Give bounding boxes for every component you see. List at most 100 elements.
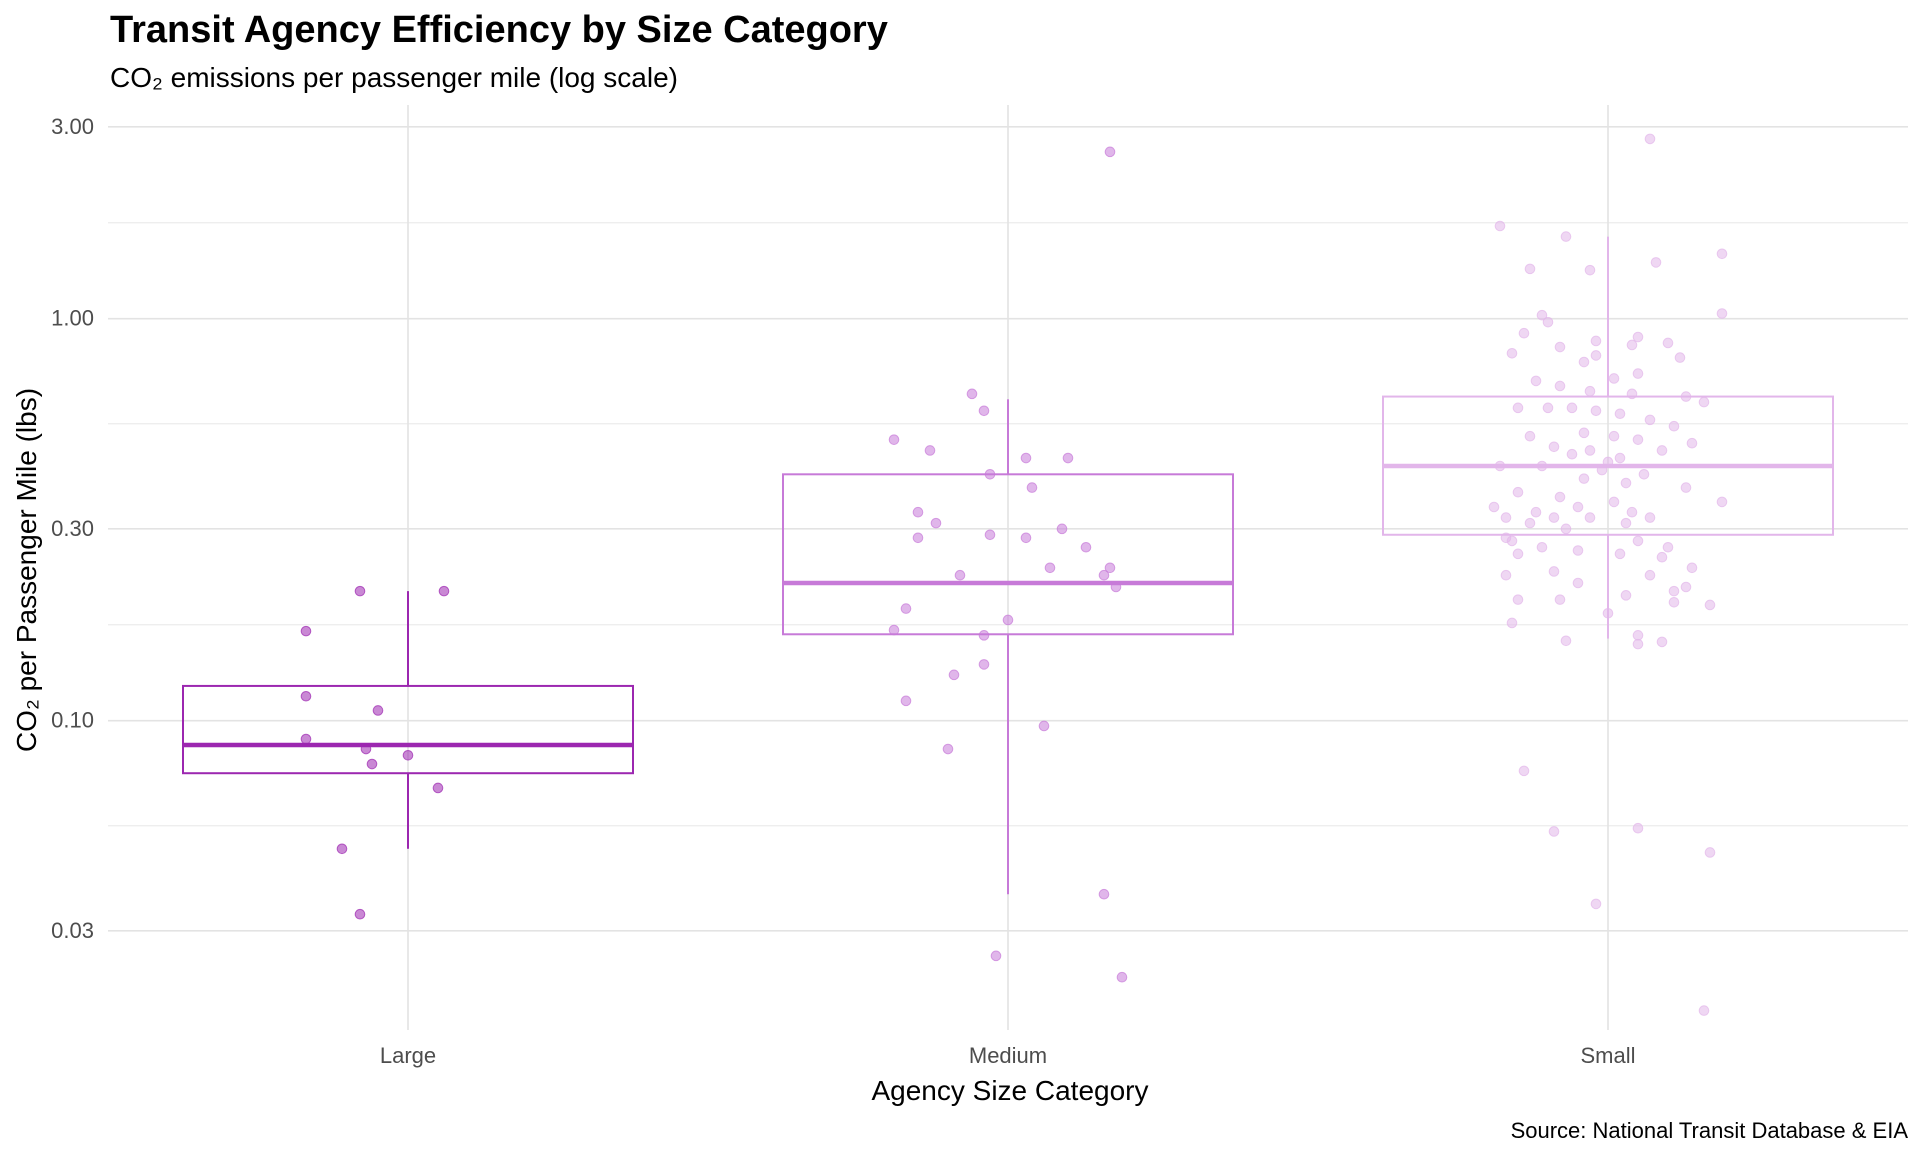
data-point: [900, 603, 912, 614]
data-point: [1098, 569, 1110, 581]
data-point: [1650, 257, 1662, 268]
data-point: [1098, 888, 1110, 900]
data-point: [1638, 469, 1650, 480]
data-point: [1500, 569, 1512, 581]
chart-caption: Source: National Transit Database & EIA: [1511, 1118, 1909, 1143]
data-point: [1704, 847, 1716, 858]
data-point: [1554, 491, 1566, 503]
data-point: [1512, 594, 1524, 605]
data-point: [1716, 248, 1728, 260]
data-point: [1554, 594, 1566, 605]
data-point: [1536, 309, 1548, 321]
data-point: [1608, 496, 1620, 508]
data-point: [1716, 308, 1728, 319]
data-point: [1578, 427, 1590, 439]
data-point: [1020, 532, 1032, 544]
data-point: [1506, 617, 1518, 629]
data-point: [1632, 535, 1644, 547]
data-point: [1548, 826, 1560, 837]
data-point: [1560, 231, 1572, 242]
data-point: [1578, 356, 1590, 368]
data-point: [924, 445, 936, 456]
data-point: [1494, 220, 1506, 232]
data-point: [1056, 523, 1068, 535]
box-iqr: [182, 684, 634, 775]
data-point: [978, 659, 990, 670]
data-point: [1548, 441, 1560, 453]
data-point: [1110, 581, 1122, 593]
data-point: [1554, 341, 1566, 353]
data-point: [984, 469, 996, 480]
data-point: [1614, 452, 1626, 464]
data-point: [300, 690, 312, 702]
data-point: [954, 569, 966, 581]
data-point: [1698, 1005, 1710, 1016]
data-point: [1602, 456, 1614, 468]
y-tick-label: 3.00: [51, 114, 94, 139]
data-point: [1614, 548, 1626, 560]
data-point: [1668, 596, 1680, 608]
data-point: [1584, 512, 1596, 523]
data-point: [1668, 585, 1680, 597]
data-point: [1602, 607, 1614, 619]
data-point: [1698, 396, 1710, 408]
data-point: [1020, 452, 1032, 464]
data-point: [1488, 501, 1500, 513]
data-point: [1494, 460, 1506, 472]
data-point: [1554, 380, 1566, 392]
data-point: [930, 517, 942, 529]
data-point: [1704, 599, 1716, 611]
data-point: [978, 630, 990, 641]
data-point: [1656, 636, 1668, 648]
data-point: [1566, 448, 1578, 460]
box-plots: [182, 236, 1834, 895]
data-point: [1632, 331, 1644, 343]
data-point: [978, 405, 990, 417]
data-point: [912, 532, 924, 544]
y-tick-label: 0.03: [51, 918, 94, 943]
data-point: [1518, 765, 1530, 777]
data-point: [1530, 506, 1542, 518]
data-point: [1626, 339, 1638, 351]
data-point: [1644, 133, 1656, 145]
data-point: [984, 529, 996, 541]
data-point: [1512, 486, 1524, 498]
data-point: [1596, 464, 1608, 476]
data-point: [1584, 445, 1596, 456]
data-point: [1524, 517, 1536, 529]
data-point: [1536, 541, 1548, 553]
data-point: [912, 506, 924, 518]
data-points: [300, 133, 1728, 1016]
y-tick-label: 0.10: [51, 708, 94, 733]
data-point: [1104, 146, 1116, 158]
data-point: [1590, 898, 1602, 910]
data-point: [1536, 460, 1548, 472]
data-point: [1626, 506, 1638, 518]
x-axis-title: Agency Size Category: [871, 1075, 1148, 1106]
data-point: [354, 908, 366, 920]
data-point: [1584, 264, 1596, 276]
data-point: [1632, 638, 1644, 650]
y-tick-label: 0.30: [51, 516, 94, 541]
data-point: [1572, 577, 1584, 589]
data-point: [1656, 445, 1668, 456]
data-point: [1578, 473, 1590, 484]
data-point: [336, 843, 348, 855]
data-point: [1632, 630, 1644, 641]
data-point: [1512, 548, 1524, 560]
data-point: [1668, 420, 1680, 432]
data-point: [1524, 263, 1536, 275]
data-point: [1620, 590, 1632, 601]
data-point: [1002, 614, 1014, 626]
data-point: [1518, 327, 1530, 339]
data-point: [1572, 545, 1584, 556]
data-point: [1626, 388, 1638, 400]
data-point: [1686, 437, 1698, 449]
data-point: [1686, 562, 1698, 574]
chart-subtitle: CO₂ emissions per passenger mile (log sc…: [110, 62, 678, 93]
data-point: [1512, 402, 1524, 414]
data-point: [948, 669, 960, 681]
data-point: [1632, 368, 1644, 379]
box-iqr: [782, 473, 1234, 636]
